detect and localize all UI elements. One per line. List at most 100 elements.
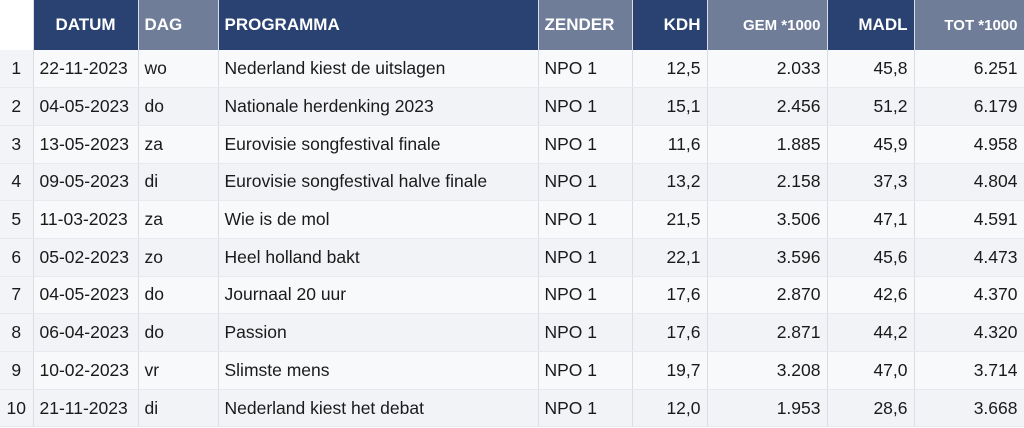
row-index: 4 [0,163,34,202]
cell-gem: 2.033 [707,50,828,89]
cell-madl: 47,0 [827,351,915,390]
cell-tot: 4.320 [914,313,1024,352]
cell-zender: NPO 1 [538,125,633,164]
row-index: 2 [0,87,34,126]
header-datum: DATUM [33,0,139,50]
table-row: 3 13-05-2023 za Eurovisie songfestival fina… [0,125,1024,164]
cell-tot: 3.668 [914,389,1024,428]
cell-datum: 04-05-2023 [33,276,139,315]
table-row: 2 04-05-2023 do Nationale herdenking 2023 NP… [0,87,1024,126]
cell-kdh: 19,7 [632,351,708,390]
row-index: 9 [0,351,34,390]
cell-dag: zo [138,238,219,277]
cell-zender: NPO 1 [538,238,633,277]
cell-madl: 28,6 [827,389,915,428]
row-index: 7 [0,276,34,315]
header-tot: TOT *1000 [914,0,1024,50]
table-row: 4 09-05-2023 di Eurovisie songfestival halv… [0,163,1024,202]
cell-madl: 44,2 [827,313,915,352]
cell-zender: NPO 1 [538,87,633,126]
header-programma: PROGRAMMA [218,0,539,50]
cell-tot: 4.473 [914,238,1024,277]
cell-tot: 4.958 [914,125,1024,164]
cell-datum: 10-02-2023 [33,351,139,390]
cell-dag: do [138,276,219,315]
table-row: 6 05-02-2023 zo Heel holland bakt NPO 1 22,1 3… [0,238,1024,277]
row-index: 10 [0,389,34,428]
cell-dag: di [138,163,219,202]
cell-madl: 42,6 [827,276,915,315]
cell-kdh: 17,6 [632,276,708,315]
cell-datum: 04-05-2023 [33,87,139,126]
cell-dag: do [138,87,219,126]
cell-datum: 09-05-2023 [33,163,139,202]
cell-zender: NPO 1 [538,313,633,352]
cell-tot: 6.179 [914,87,1024,126]
cell-gem: 3.596 [707,238,828,277]
cell-datum: 11-03-2023 [33,200,139,239]
cell-madl: 37,3 [827,163,915,202]
cell-madl: 45,9 [827,125,915,164]
header-gem: GEM *1000 [707,0,828,50]
cell-kdh: 22,1 [632,238,708,277]
cell-tot: 3.714 [914,351,1024,390]
table-row: 8 06-04-2023 do Passion NPO 1 17,6 2.871 44,2 4.… [0,313,1024,352]
cell-kdh: 17,6 [632,313,708,352]
cell-kdh: 15,1 [632,87,708,126]
cell-gem: 3.506 [707,200,828,239]
cell-gem: 2.870 [707,276,828,315]
cell-datum: 21-11-2023 [33,389,139,428]
table-row: 9 10-02-2023 vr Slimste mens NPO 1 19,7 3.208 4… [0,351,1024,390]
cell-zender: NPO 1 [538,50,633,89]
cell-zender: NPO 1 [538,276,633,315]
cell-programma: Nederland kiest de uitslagen [218,50,539,89]
cell-madl: 45,6 [827,238,915,277]
row-index: 1 [0,50,34,89]
cell-tot: 4.591 [914,200,1024,239]
cell-datum: 22-11-2023 [33,50,139,89]
cell-programma: Eurovisie songfestival halve finale [218,163,539,202]
cell-zender: NPO 1 [538,351,633,390]
cell-madl: 51,2 [827,87,915,126]
cell-kdh: 12,0 [632,389,708,428]
header-zender: ZENDER [538,0,633,50]
cell-gem: 1.953 [707,389,828,428]
cell-gem: 1.885 [707,125,828,164]
cell-programma: Nationale herdenking 2023 [218,87,539,126]
cell-kdh: 11,6 [632,125,708,164]
header-madl: MADL [827,0,915,50]
cell-programma: Journaal 20 uur [218,276,539,315]
cell-dag: vr [138,351,219,390]
cell-kdh: 13,2 [632,163,708,202]
cell-datum: 13-05-2023 [33,125,139,164]
cell-dag: di [138,389,219,428]
header-dag: DAG [138,0,219,50]
cell-dag: wo [138,50,219,89]
table-row: 1 22-11-2023 wo Nederland kiest de uitslage… [0,50,1024,89]
row-index: 8 [0,313,34,352]
cell-kdh: 12,5 [632,50,708,89]
cell-gem: 2.456 [707,87,828,126]
cell-tot: 4.804 [914,163,1024,202]
cell-programma: Passion [218,313,539,352]
cell-kdh: 21,5 [632,200,708,239]
cell-madl: 47,1 [827,200,915,239]
cell-tot: 6.251 [914,50,1024,89]
table-row: 5 11-03-2023 za Wie is de mol NPO 1 21,5 3.506… [0,200,1024,239]
cell-dag: za [138,125,219,164]
table-row: 7 04-05-2023 do Journaal 20 uur NPO 1 17,6 2.8… [0,276,1024,315]
table-row: 10 21-11-2023 di Nederland kiest het debat N… [0,389,1024,428]
row-index: 6 [0,238,34,277]
cell-dag: za [138,200,219,239]
cell-programma: Heel holland bakt [218,238,539,277]
cell-datum: 06-04-2023 [33,313,139,352]
header-kdh: KDH [632,0,708,50]
cell-gem: 3.208 [707,351,828,390]
cell-tot: 4.370 [914,276,1024,315]
row-index: 3 [0,125,34,164]
header-corner [0,0,34,50]
cell-programma: Nederland kiest het debat [218,389,539,428]
cell-gem: 2.871 [707,313,828,352]
row-index: 5 [0,200,34,239]
